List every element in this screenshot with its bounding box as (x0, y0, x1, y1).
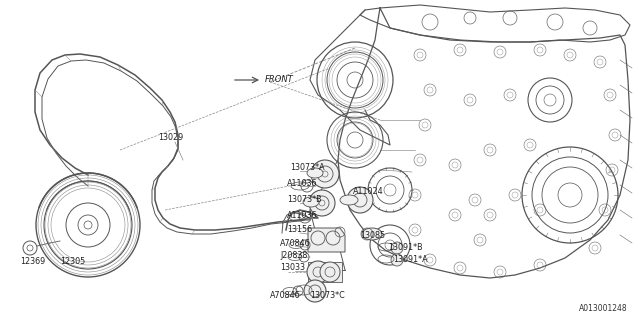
Polygon shape (308, 228, 345, 252)
Text: 13073*A: 13073*A (290, 164, 324, 172)
Text: 13091*A: 13091*A (393, 255, 428, 265)
Text: 13091*B: 13091*B (388, 244, 422, 252)
Text: J20838: J20838 (280, 251, 307, 260)
Circle shape (391, 254, 403, 266)
Text: A11024: A11024 (353, 188, 383, 196)
Text: A70846: A70846 (270, 292, 301, 300)
Text: 13156: 13156 (287, 226, 312, 235)
Circle shape (320, 262, 340, 282)
Circle shape (347, 187, 373, 213)
Ellipse shape (362, 228, 382, 240)
Text: 13085: 13085 (360, 230, 385, 239)
Text: 13029: 13029 (158, 132, 183, 141)
Circle shape (326, 231, 340, 245)
Text: 13033: 13033 (280, 263, 305, 273)
Circle shape (309, 190, 335, 216)
Text: A013001248: A013001248 (579, 304, 628, 313)
Ellipse shape (303, 197, 319, 207)
Circle shape (391, 242, 403, 254)
Polygon shape (308, 262, 342, 282)
Text: A70846: A70846 (280, 238, 310, 247)
Ellipse shape (340, 195, 358, 205)
Circle shape (307, 261, 329, 283)
Text: 12305: 12305 (60, 258, 85, 267)
Ellipse shape (307, 168, 323, 178)
Text: 13073*B: 13073*B (287, 196, 322, 204)
Text: A11036: A11036 (287, 179, 317, 188)
Text: 13073*C: 13073*C (310, 292, 345, 300)
Circle shape (311, 160, 339, 188)
Circle shape (311, 231, 325, 245)
Circle shape (304, 280, 326, 302)
Text: 12369: 12369 (20, 258, 45, 267)
Text: A11036: A11036 (287, 211, 317, 220)
Text: FRONT: FRONT (265, 76, 294, 84)
